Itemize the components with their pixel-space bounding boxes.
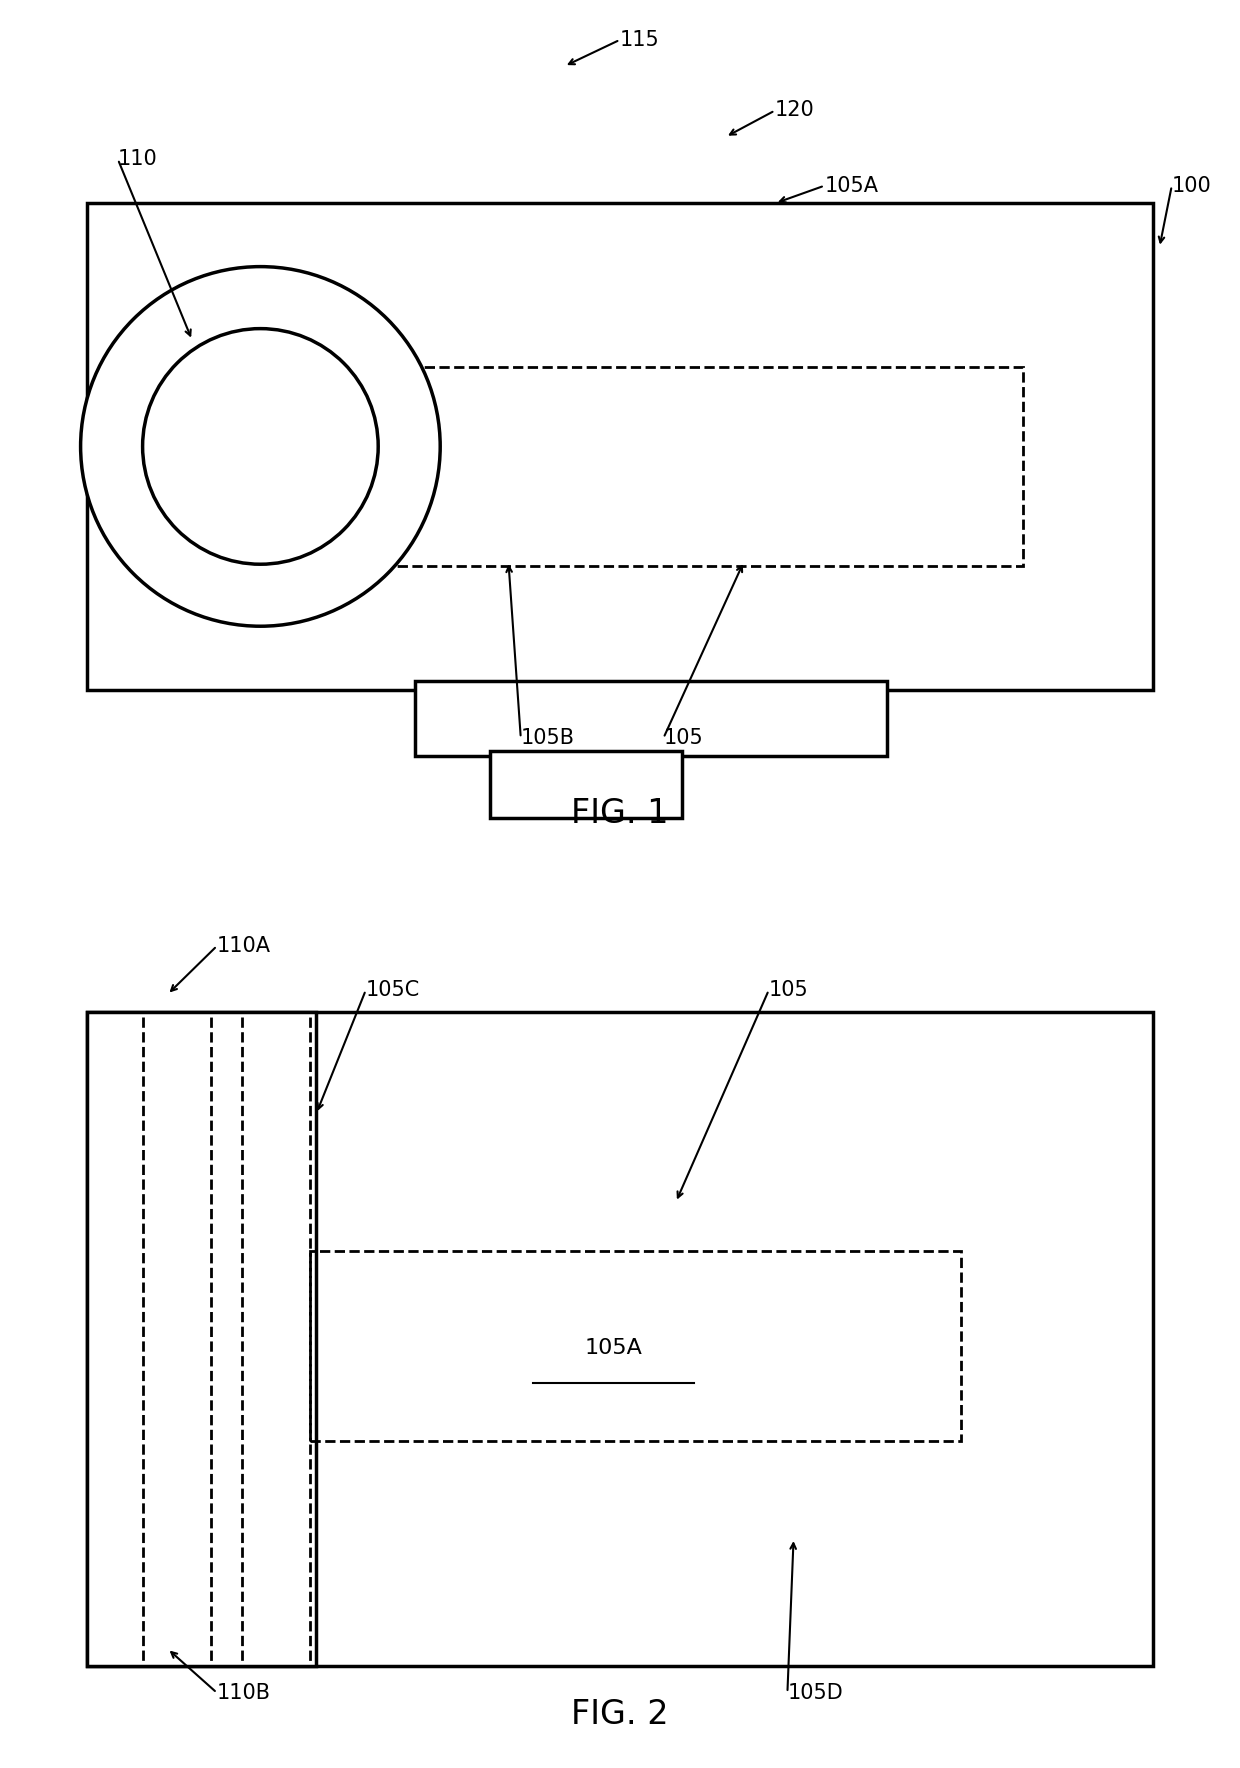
Bar [353, 368, 1023, 566]
Bar [87, 203, 1153, 690]
Text: 110B: 110B [217, 1683, 272, 1703]
Text: 105: 105 [769, 979, 808, 1001]
Text: 110: 110 [118, 149, 157, 170]
Text: 105D: 105D [787, 1683, 843, 1703]
Ellipse shape [81, 267, 440, 626]
Bar [310, 1252, 961, 1441]
Bar [242, 1011, 310, 1665]
Bar [415, 681, 887, 757]
Text: 105A: 105A [825, 175, 879, 196]
Bar [490, 751, 682, 817]
Text: FIG. 1: FIG. 1 [572, 797, 668, 829]
Text: 105B: 105B [521, 728, 575, 748]
Bar [143, 1011, 211, 1665]
Bar [87, 1011, 1153, 1665]
Text: 100: 100 [1172, 175, 1211, 196]
Text: 115: 115 [620, 30, 660, 50]
Text: FIG. 2: FIG. 2 [572, 1699, 668, 1731]
Bar [87, 1011, 316, 1665]
Text: 105: 105 [663, 728, 703, 748]
Ellipse shape [143, 329, 378, 564]
Text: 110A: 110A [217, 935, 272, 956]
Text: 105C: 105C [366, 979, 420, 1001]
Text: 105A: 105A [585, 1338, 642, 1358]
Text: 120: 120 [775, 101, 815, 120]
